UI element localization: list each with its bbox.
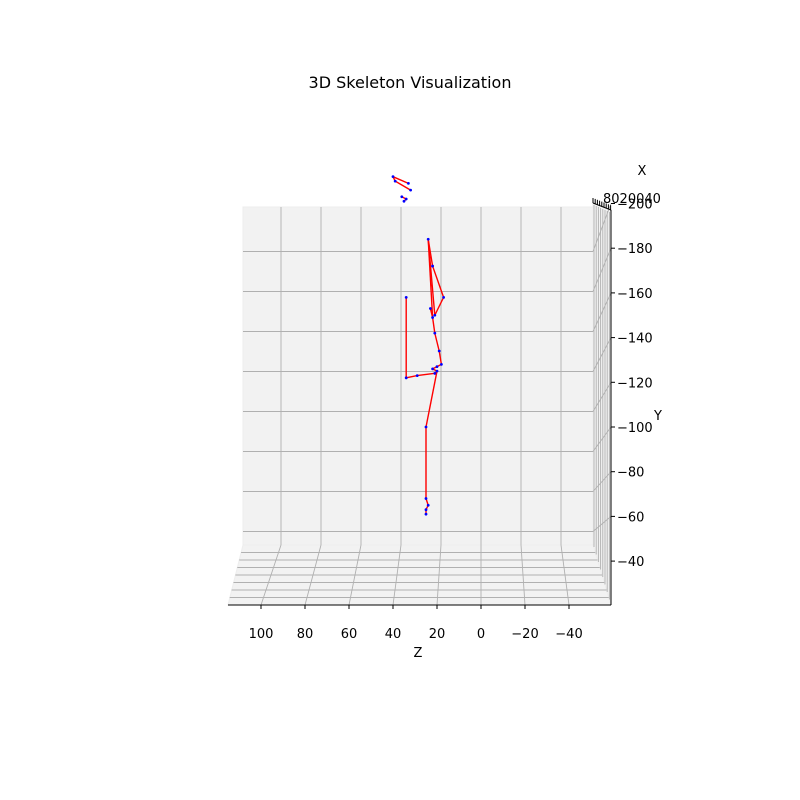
skeleton-bone [394,180,411,191]
y-axis-label: Y [653,409,662,424]
y-tick-label: −40 [617,555,644,570]
skeleton-joint [400,195,404,199]
x-tick-labels-overlap: 8020040 [603,192,661,207]
skeleton-joint [424,497,428,500]
skeleton-joint [404,376,408,380]
z-tick-label: 0 [477,627,485,642]
y-tick-labels: −200 −180 −160 −140 −120 −100 −80 −60 −40 [611,198,653,570]
z-tick-label: 100 [249,627,274,642]
z-tick-label: −20 [511,627,538,642]
skeleton-joint [404,295,408,299]
skeleton-joint [391,175,395,179]
skeleton-joint [424,425,428,429]
grid-line-y-right [592,382,612,412]
skeleton-joint [415,374,419,377]
skeleton-bone [427,239,434,318]
skeleton-joint [404,197,408,201]
skeleton-joint [431,367,434,371]
grid-line-y-right [592,248,612,292]
y-tick-label: −200 [617,198,653,213]
skeleton-bone [406,374,418,379]
axis-lines [228,198,612,606]
skeleton-joint [442,295,445,299]
y-tick-label: −140 [617,332,653,347]
y-tick-label: −160 [617,287,653,302]
skeleton-joint [440,363,443,366]
grid-line-y-right [592,203,612,252]
right-pane [592,202,612,606]
chart-title: 3D Skeleton Visualization [309,73,512,92]
y-tick-label: −80 [617,466,644,481]
skeleton-joint [431,264,434,268]
grid-line-y-right [592,292,612,332]
skeleton-joint [426,237,430,241]
skeleton-joint [433,313,437,317]
skeleton-joint [424,508,428,512]
skeleton-joint [402,199,406,203]
z-axis-label: Z [414,646,423,661]
y-tick-label: −60 [617,510,644,525]
z-tick-label: 20 [429,627,446,642]
skeleton-bone [425,370,438,428]
z-tick-label: 40 [385,627,402,642]
x-axis-label: X [638,164,647,179]
skeleton-bone [434,332,440,352]
y-tick-label: −100 [617,421,653,436]
skeleton-joint [407,181,410,185]
skeleton-joint [435,369,439,373]
skeleton-bone [434,297,445,316]
y-tick-label: −120 [617,376,653,391]
skeleton-joint [437,349,441,353]
skeleton-joint [426,503,430,507]
grid-line-y-right [592,471,612,492]
skeleton-joint [393,179,397,183]
skeleton-bone [438,350,443,365]
skeleton-joints [391,175,445,516]
skeleton-bone [431,317,436,334]
skeleton-joint [424,512,428,516]
grid-line-y-right [592,337,612,372]
y-tick-label: −180 [617,242,653,257]
grid-lines [229,203,612,606]
skeleton-bone [392,176,409,185]
z-tick-label: 80 [297,627,314,642]
skeleton-bone [429,308,434,318]
z-tick-label: −40 [555,627,582,642]
skeleton-bone [431,265,445,298]
skeleton-joint [429,307,432,310]
z-tick-labels: 100 80 60 40 20 0 −20 −40 [249,605,583,642]
skeleton-joint [433,371,437,375]
skeleton-joint [433,331,437,335]
grid-line-y-right [592,516,612,532]
z-tick-label: 60 [341,627,358,642]
skeleton-joint [409,188,412,192]
skeleton-joint [431,316,434,319]
grid-line-y-right [592,426,612,452]
skeleton-joint [435,365,439,369]
skeleton-bone [417,372,435,377]
